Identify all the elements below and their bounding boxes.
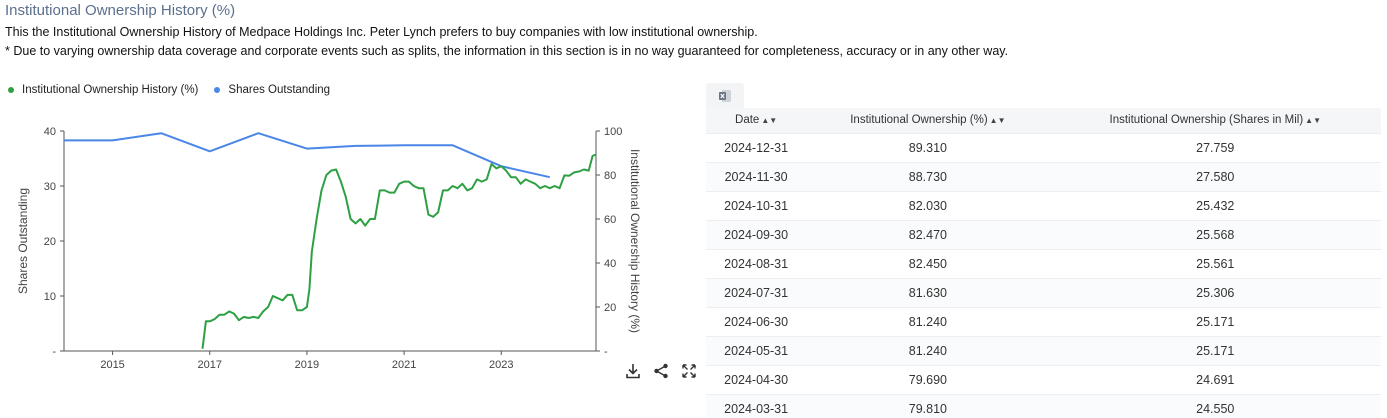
- x-tick-label: 2021: [392, 359, 416, 371]
- excel-icon: [719, 90, 731, 102]
- cell-ownership-shares: 25.568: [1049, 219, 1381, 249]
- table-header-row: Date ▲▼ Institutional Ownership (%) ▲▼ Ins…: [706, 108, 1381, 133]
- cell-ownership-shares: 25.171: [1049, 306, 1381, 336]
- y-right-axis-title: Institutional Ownership History (%): [628, 149, 642, 333]
- y-right-tick-label: 40: [604, 258, 616, 270]
- disclaimer-text: * Due to varying ownership data coverage…: [5, 44, 1009, 58]
- export-excel-button[interactable]: [706, 83, 744, 109]
- cell-ownership-shares: 27.759: [1049, 132, 1381, 162]
- y-left-tick-label: 30: [44, 181, 56, 193]
- table-row: 2024-07-31 81.630 25.306: [706, 277, 1381, 307]
- y-left-tick-label: 20: [44, 236, 56, 248]
- section-description: This the Institutional Ownership History…: [5, 25, 758, 39]
- shares-outstanding-line: [64, 132, 551, 179]
- sort-icon: ▲▼: [761, 116, 778, 126]
- legend-label-shares: Shares Outstanding: [228, 84, 331, 96]
- table-row: 2024-11-30 88.730 27.580: [706, 161, 1381, 191]
- table-row: 2024-03-31 79.810 24.550: [706, 393, 1381, 418]
- expand-icon[interactable]: [680, 362, 698, 380]
- cell-date: 2024-05-31: [706, 335, 807, 365]
- cell-ownership-shares: 25.306: [1049, 277, 1381, 307]
- table-row: 2024-09-30 82.470 25.568: [706, 219, 1381, 249]
- ownership-chart: 2015 2017 2019 2021 2023 - 10 20 30 40 - 20 40 60 80 10…: [16, 126, 642, 371]
- ownership-table: Date ▲▼ Institutional Ownership (%) ▲▼ Ins…: [706, 108, 1381, 418]
- sort-icon: ▲▼: [989, 116, 1006, 126]
- cell-ownership-shares: 25.432: [1049, 190, 1381, 220]
- legend-dot-shares: [214, 87, 221, 93]
- x-tick-label: 2017: [198, 359, 222, 371]
- legend-item-ownership[interactable]: Institutional Ownership History (%): [8, 84, 198, 96]
- table-row: 2024-05-31 81.240 25.171: [706, 335, 1381, 365]
- legend-dot-ownership: [8, 87, 14, 93]
- cell-ownership-shares: 24.691: [1049, 364, 1381, 394]
- cell-ownership-shares: 27.580: [1049, 161, 1381, 191]
- y-right-tick-label: -: [604, 346, 608, 358]
- y-right-tick-label: 80: [604, 170, 616, 182]
- y-left-tick-label: 10: [44, 291, 56, 303]
- cell-date: 2024-03-31: [706, 393, 807, 418]
- table-row: 2024-04-30 79.690 24.691: [706, 364, 1381, 394]
- x-tick-label: 2015: [100, 359, 124, 371]
- cell-ownership-shares: 25.171: [1049, 335, 1381, 365]
- cell-ownership-pct: 82.030: [806, 190, 1050, 220]
- x-tick-label: 2023: [489, 359, 513, 371]
- cell-ownership-pct: 79.810: [806, 393, 1050, 418]
- legend-label-ownership: Institutional Ownership History (%): [22, 84, 199, 96]
- table-row: 2024-10-31 82.030 25.432: [706, 190, 1381, 220]
- cell-date: 2024-10-31: [706, 190, 807, 220]
- column-header-ownership-pct[interactable]: Institutional Ownership (%) ▲▼: [806, 108, 1050, 133]
- y-left-tick-label: 40: [44, 126, 56, 138]
- table-row: 2024-12-31 89.310 27.759: [706, 132, 1381, 162]
- y-right-tick-label: 60: [604, 214, 616, 226]
- y-left-tick-label: -: [52, 346, 56, 358]
- cell-ownership-pct: 89.310: [806, 132, 1050, 162]
- page-title: Institutional Ownership History (%): [5, 2, 236, 19]
- column-header-ownership-shares[interactable]: Institutional Ownership (Shares in Mil) ▲…: [1049, 108, 1381, 133]
- cell-date: 2024-09-30: [706, 219, 807, 249]
- institutional-ownership-line: [201, 153, 597, 349]
- download-icon[interactable]: [624, 362, 642, 380]
- cell-ownership-pct: 81.240: [806, 335, 1050, 365]
- y-right-tick-label: 20: [604, 302, 616, 314]
- cell-ownership-pct: 81.630: [806, 277, 1050, 307]
- cell-date: 2024-08-31: [706, 248, 807, 278]
- cell-ownership-pct: 82.470: [806, 219, 1050, 249]
- cell-ownership-pct: 82.450: [806, 248, 1050, 278]
- cell-ownership-shares: 25.561: [1049, 248, 1381, 278]
- cell-ownership-pct: 88.730: [806, 161, 1050, 191]
- table-row: 2024-06-30 81.240 25.171: [706, 306, 1381, 336]
- chart-legend: Institutional Ownership History (%) Shar…: [8, 84, 330, 96]
- legend-item-shares[interactable]: Shares Outstanding: [214, 84, 330, 96]
- cell-ownership-shares: 24.550: [1049, 393, 1381, 418]
- cell-date: 2024-11-30: [706, 161, 807, 191]
- sort-icon: ▲▼: [1305, 116, 1322, 126]
- cell-ownership-pct: 79.690: [806, 364, 1050, 394]
- cell-date: 2024-06-30: [706, 306, 807, 336]
- cell-ownership-pct: 81.240: [806, 306, 1050, 336]
- x-tick-label: 2019: [295, 359, 319, 371]
- table-row: 2024-08-31 82.450 25.561: [706, 248, 1381, 278]
- column-header-date[interactable]: Date ▲▼: [706, 108, 807, 133]
- y-right-tick-label: 100: [604, 126, 622, 138]
- share-icon[interactable]: [652, 362, 670, 380]
- cell-date: 2024-07-31: [706, 277, 807, 307]
- cell-date: 2024-04-30: [706, 364, 807, 394]
- cell-date: 2024-12-31: [706, 132, 807, 162]
- chart-toolbar: [624, 362, 698, 380]
- y-left-axis-title: Shares Outstanding: [16, 188, 30, 294]
